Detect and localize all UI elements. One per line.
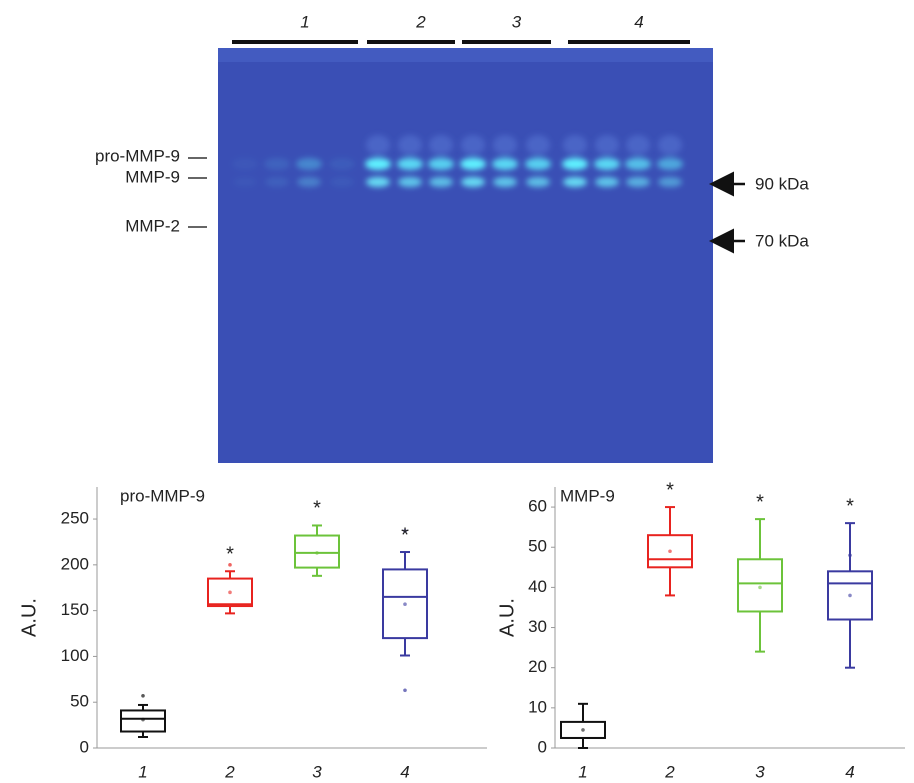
box [737,558,783,613]
significance-mark: * [226,544,234,566]
mean-point [848,593,852,598]
gel-band [525,158,551,170]
gel-smear [461,135,485,155]
gel-bands [232,135,683,187]
band-label: MMP-2 [125,216,180,235]
gel-band [595,177,619,187]
x-tick-label: 2 [664,762,675,781]
gel-smear [366,135,390,155]
mean-point [315,551,319,555]
gel-band [366,177,390,187]
marker-label: 90 kDa [755,174,809,193]
lane-label: 1 [300,12,309,31]
gel-smear [658,135,682,155]
lane-label: 2 [415,12,426,31]
y-tick-label: 40 [528,577,547,596]
y-tick-label: 0 [80,737,89,756]
gel-band [329,158,355,170]
gel-band [562,158,588,170]
significance-mark: * [846,495,854,517]
x-tick-label: 4 [400,762,409,781]
x-tick-label: 1 [138,762,147,781]
lane-label: 4 [634,12,643,31]
outlier [403,688,407,693]
marker-label: 70 kDa [755,231,809,250]
x-tick-label: 2 [224,762,235,781]
significance-mark: * [666,479,674,501]
gel-band [492,158,518,170]
mean-point [758,585,762,590]
gel-smear [526,135,550,155]
gel-smear [493,135,517,155]
gel-smear [563,135,587,155]
gel-smear [595,135,619,155]
mean-point [228,590,232,595]
band-label: MMP-9 [125,167,180,186]
y-axis-label: A.U. [18,598,40,637]
y-tick-label: 20 [528,657,547,676]
chart-title: MMP-9 [560,486,615,505]
gel-band [297,177,321,187]
y-axis-label: A.U. [496,598,518,637]
box [207,577,253,608]
gel-band [594,158,620,170]
gel-smear [398,135,422,155]
y-tick-label: 200 [61,554,89,573]
gel-band [429,177,453,187]
lane-label: 3 [512,12,522,31]
gel-smear [429,135,453,155]
gel-band [526,177,550,187]
gel-band [493,177,517,187]
mean-point [581,728,585,732]
outlier [228,563,232,567]
gel-band [233,177,257,187]
y-tick-label: 50 [70,692,89,711]
outlier [403,529,407,533]
y-tick-label: 150 [61,600,89,619]
gel-band [657,158,683,170]
y-tick-label: 100 [61,646,89,665]
y-tick-label: 50 [528,537,547,556]
significance-mark: * [756,491,764,513]
significance-mark: * [313,498,321,520]
gel-well-row [218,48,713,62]
gel-image [218,48,713,463]
mean-point [668,549,672,554]
x-tick-label: 1 [578,762,587,781]
gel-band [626,177,650,187]
significance-mark: * [401,524,409,546]
gel-band [397,158,423,170]
gel-band [264,158,290,170]
y-tick-label: 10 [528,697,547,716]
gel-band [658,177,682,187]
gel-band [330,177,354,187]
chart-title: pro-MMP-9 [120,486,205,505]
gel-band [365,158,391,170]
y-tick-label: 0 [538,737,547,756]
y-tick-label: 30 [528,617,547,636]
gel-band [625,158,651,170]
gel-band [563,177,587,187]
x-tick-label: 4 [845,762,854,781]
mean-point [403,602,407,607]
mean-point [141,717,145,722]
gel-band [265,177,289,187]
gel-band [461,177,485,187]
x-tick-label: 3 [312,762,322,781]
y-tick-label: 250 [61,509,89,528]
gel-smear [626,135,650,155]
gel-band [460,158,486,170]
band-label: pro-MMP-9 [95,146,180,165]
x-tick-label: 3 [755,762,765,781]
gel-band [232,158,258,170]
outlier [141,694,145,698]
gel-band [398,177,422,187]
y-tick-label: 60 [528,497,547,516]
gel-band [428,158,454,170]
gel-band [296,158,322,170]
outlier [848,553,852,558]
